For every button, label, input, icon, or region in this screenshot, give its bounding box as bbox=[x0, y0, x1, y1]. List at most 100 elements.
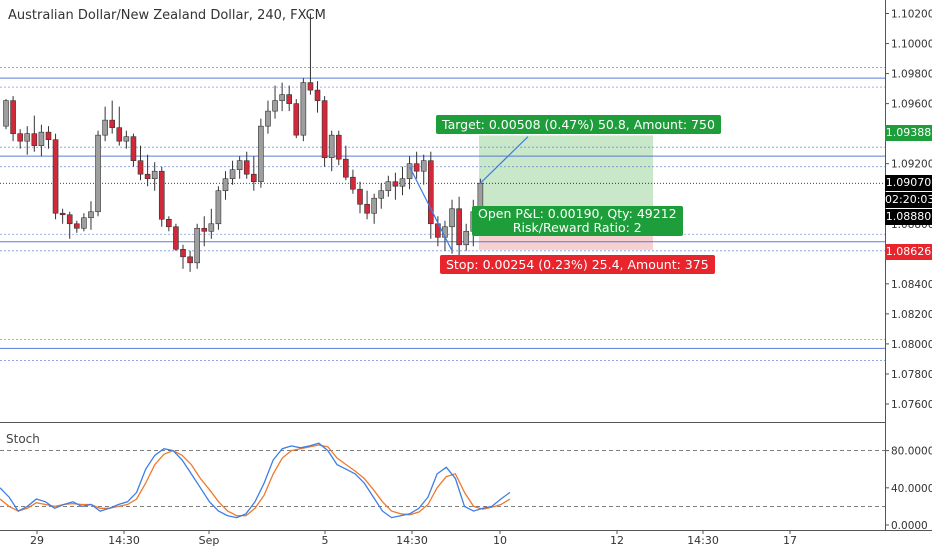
y-tick-label: 1.08400 bbox=[891, 279, 932, 291]
candle-body bbox=[350, 176, 356, 190]
price-tag-countdown: 02:20:03 bbox=[885, 192, 932, 208]
candle-body bbox=[17, 133, 23, 142]
candle-body bbox=[222, 178, 229, 192]
candle-body bbox=[109, 119, 115, 128]
candle-body bbox=[243, 160, 250, 175]
target-label[interactable]: Target: 0.00508 (0.47%) 50.8, Amount: 75… bbox=[436, 115, 721, 134]
stoch-tick-label: 0.0000 bbox=[891, 520, 928, 532]
candle-body bbox=[66, 214, 73, 225]
x-tick-label: 12 bbox=[610, 534, 624, 547]
stoch-label: Stoch bbox=[6, 432, 40, 446]
x-tick-label: 14:30 bbox=[687, 534, 719, 547]
candle-body bbox=[272, 100, 278, 112]
candle-body bbox=[215, 190, 222, 225]
candle-body bbox=[456, 208, 462, 246]
candle-body bbox=[420, 160, 427, 172]
arrow-up-line bbox=[479, 136, 529, 184]
candle-body bbox=[343, 158, 349, 178]
candle-body bbox=[88, 211, 94, 219]
stop-label[interactable]: Stop: 0.00254 (0.23%) 25.4, Amount: 375 bbox=[440, 255, 715, 274]
candle-body bbox=[102, 119, 108, 136]
x-tick-label: Sep bbox=[199, 534, 220, 547]
candle-body bbox=[371, 197, 377, 214]
candle-body bbox=[392, 181, 399, 187]
candle-body bbox=[95, 134, 101, 213]
price-tag-target: 1.09388 bbox=[885, 125, 932, 141]
price-tag-stop: 1.08626 bbox=[885, 244, 932, 260]
candle-body bbox=[137, 160, 144, 175]
candle-body bbox=[251, 173, 257, 183]
pnl-label[interactable]: Open P&L: 0.00190, Qty: 49212 Risk/Rewar… bbox=[472, 206, 683, 236]
candle-body bbox=[236, 160, 243, 171]
candle-body bbox=[59, 212, 66, 216]
candle-body bbox=[307, 82, 314, 91]
candle-body bbox=[314, 89, 321, 101]
candle-body bbox=[194, 227, 200, 264]
candle-body bbox=[229, 169, 236, 180]
candle-body bbox=[208, 223, 215, 232]
y-tick-label: 1.07600 bbox=[891, 399, 932, 411]
candle-body bbox=[151, 170, 158, 180]
candle-body bbox=[24, 133, 31, 142]
candle-body bbox=[293, 103, 300, 136]
candle-body bbox=[449, 208, 455, 228]
candle-body bbox=[258, 125, 264, 183]
candle-body bbox=[357, 188, 363, 205]
stoch-tick-label: 40.0000 bbox=[891, 483, 932, 495]
pnl-line2: Risk/Reward Ratio: 2 bbox=[512, 220, 642, 235]
candle-body bbox=[74, 223, 80, 229]
candle-body bbox=[52, 139, 59, 214]
candle-body bbox=[38, 131, 45, 146]
pnl-line1: Open P&L: 0.00190, Qty: 49212 bbox=[478, 206, 677, 221]
y-tick-label: 1.10000 bbox=[891, 39, 932, 51]
y-tick-label: 1.09800 bbox=[891, 69, 932, 81]
candle-body bbox=[321, 100, 328, 158]
candle-body bbox=[81, 217, 87, 229]
candle-body bbox=[328, 134, 335, 158]
candle-body bbox=[399, 178, 406, 187]
y-tick-label: 1.08000 bbox=[891, 339, 932, 351]
stoch-tick-label: 80.0000 bbox=[891, 446, 932, 458]
candle-body bbox=[286, 94, 293, 104]
y-tick-label: 1.09600 bbox=[891, 99, 932, 111]
arrow-down-line bbox=[409, 166, 453, 252]
y-tick-label: 1.09200 bbox=[891, 159, 932, 171]
candle-body bbox=[378, 190, 385, 199]
y-tick-label: 1.07800 bbox=[891, 369, 932, 381]
candle-body bbox=[10, 100, 16, 134]
stoch-d-line bbox=[0, 444, 511, 517]
x-tick-label: 14:30 bbox=[396, 534, 428, 547]
candle-body bbox=[335, 134, 342, 160]
candle-body bbox=[201, 227, 208, 232]
candle-body bbox=[123, 136, 130, 142]
candle-body bbox=[427, 160, 434, 225]
candle-body bbox=[463, 230, 470, 246]
chart-title: Australian Dollar/New Zealand Dollar, 24… bbox=[8, 8, 326, 23]
x-tick-label: 17 bbox=[783, 534, 797, 547]
candle-body bbox=[173, 226, 179, 250]
x-tick-label: 29 bbox=[30, 534, 44, 547]
candle-body bbox=[45, 131, 52, 140]
candle-body bbox=[144, 173, 151, 180]
candle-body bbox=[300, 82, 307, 136]
candle-body bbox=[31, 133, 38, 146]
stoch-k-line bbox=[0, 442, 511, 519]
candle-body bbox=[3, 100, 9, 127]
price-tag-entry: 1.08880 bbox=[885, 209, 932, 225]
x-tick-label: 5 bbox=[322, 534, 329, 547]
candle-body bbox=[279, 94, 285, 101]
candle-body bbox=[180, 248, 186, 258]
candle-body bbox=[385, 181, 392, 192]
y-tick-label: 1.08200 bbox=[891, 309, 932, 321]
candle-body bbox=[265, 110, 271, 127]
candle-body bbox=[413, 163, 420, 172]
candle-body bbox=[130, 136, 137, 161]
x-tick-label: 10 bbox=[493, 534, 507, 547]
candle-body bbox=[158, 170, 165, 220]
x-tick-label: 14:30 bbox=[108, 534, 140, 547]
candle-body bbox=[187, 256, 193, 264]
y-tick-label: 1.10200 bbox=[891, 9, 932, 21]
profit-zone bbox=[479, 135, 653, 212]
